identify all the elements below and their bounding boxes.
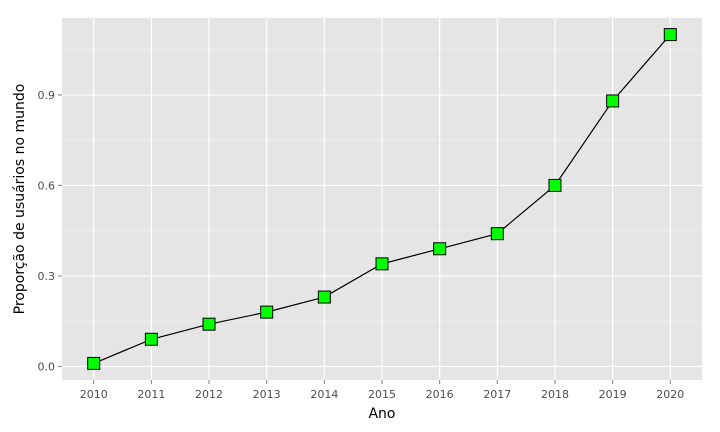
- axis-ticks: [58, 94, 671, 384]
- x-tick-label: 2020: [656, 388, 684, 401]
- x-tick-label: 2010: [80, 388, 108, 401]
- y-tick-label: 0.0: [38, 360, 56, 373]
- x-tick-label: 2015: [368, 388, 396, 401]
- x-tick-label: 2017: [483, 388, 511, 401]
- x-axis-title: Ano: [368, 406, 395, 422]
- data-points: [87, 28, 677, 370]
- y-tick-label: 0.9: [38, 89, 56, 102]
- data-point: [260, 305, 274, 319]
- x-tick-label: 2014: [310, 388, 338, 401]
- x-tick-label: 2013: [253, 388, 281, 401]
- data-point: [375, 257, 389, 271]
- data-point: [433, 242, 447, 256]
- data-point: [606, 94, 620, 108]
- data-point: [87, 356, 101, 370]
- x-tick-label: 2016: [426, 388, 454, 401]
- data-point: [144, 332, 158, 346]
- x-tick-label: 2018: [541, 388, 569, 401]
- data-point: [317, 290, 331, 304]
- data-point: [490, 227, 504, 241]
- x-tick-label: 2011: [137, 388, 165, 401]
- data-point: [548, 178, 562, 192]
- data-point: [663, 28, 677, 42]
- x-tick-labels: 2010 2011 2012 2013 2014 2015 2016 2017 2018 2019…: [80, 388, 685, 401]
- y-tick-label: 0.3: [38, 270, 56, 283]
- x-tick-label: 2019: [599, 388, 627, 401]
- y-tick-labels: 0.0 0.3 0.6 0.9: [38, 89, 56, 373]
- data-point: [202, 317, 216, 331]
- x-tick-label: 2012: [195, 388, 223, 401]
- y-axis-title: Proporção de usuários no mundo: [12, 84, 28, 315]
- y-tick-label: 0.6: [38, 179, 56, 192]
